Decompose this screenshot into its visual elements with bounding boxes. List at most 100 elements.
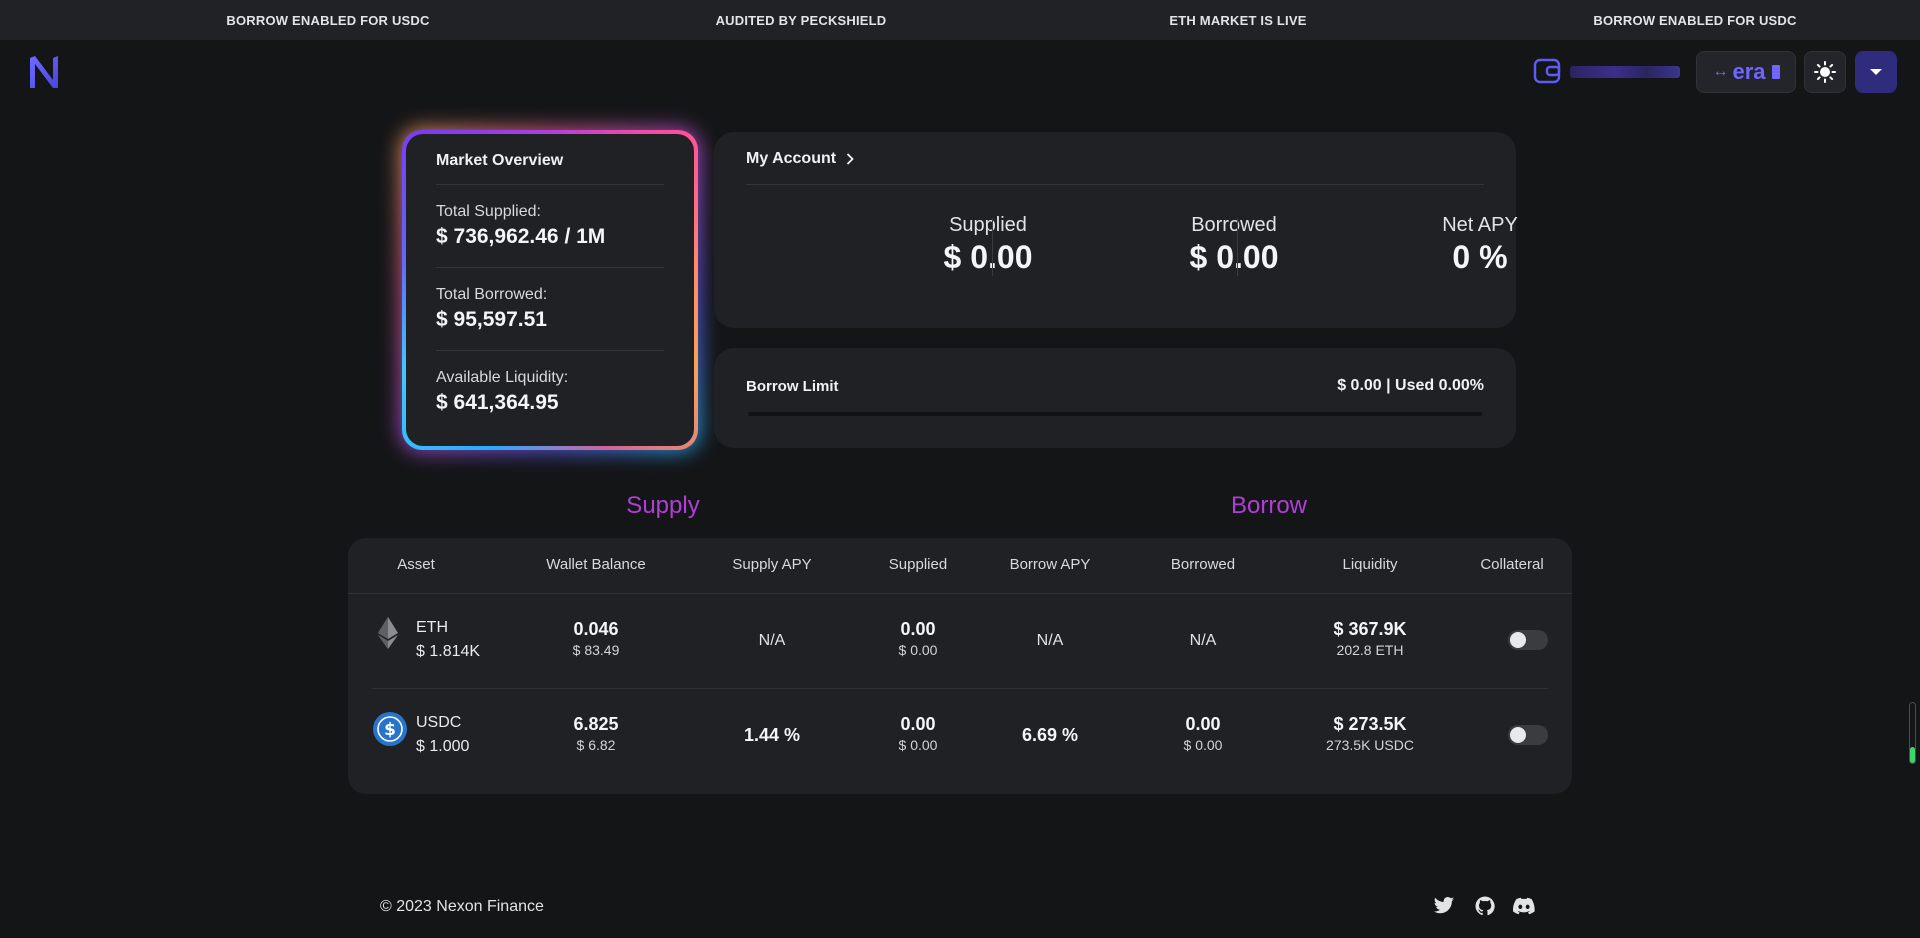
account-borrowed: Borrowed $ 0.00 bbox=[1114, 214, 1354, 276]
column-header-borrow-apy: Borrow APY bbox=[1009, 556, 1091, 573]
account-menu-button[interactable] bbox=[1855, 51, 1897, 93]
liquidity-cell: $ 367.9K 202.8 ETH bbox=[1333, 619, 1406, 658]
markets-table: Asset Wallet Balance Supply APY Supplied… bbox=[348, 538, 1572, 794]
theme-toggle-button[interactable] bbox=[1804, 51, 1846, 93]
supply-section-title[interactable]: Supply bbox=[626, 492, 700, 519]
borrow-limit-label: Borrow Limit bbox=[746, 378, 839, 395]
borrow-limit-value: $ 0.00 | Used 0.00% bbox=[1337, 377, 1484, 394]
announcement-ticker: BORROW ENABLED FOR USDC AUDITED BY PECKS… bbox=[0, 0, 1920, 40]
divider bbox=[436, 350, 664, 351]
borrowed-cell: 0.00 $ 0.00 bbox=[1184, 714, 1223, 753]
toggle-knob bbox=[1510, 727, 1526, 743]
column-header-borrowed: Borrowed bbox=[1170, 556, 1236, 573]
discord-icon[interactable] bbox=[1513, 896, 1535, 916]
scroll-indicator-thumb bbox=[1910, 747, 1915, 763]
liquidity-usd: $ 367.9K bbox=[1333, 619, 1407, 639]
supply-apy: N/A bbox=[758, 632, 786, 649]
liquidity-amount: 202.8 ETH bbox=[1336, 642, 1404, 658]
my-account-card: My Account Supplied $ 0.00 Borrowed $ 0.… bbox=[714, 132, 1518, 328]
column-header-collateral: Collateral bbox=[1480, 556, 1544, 573]
column-header-supply-apy: Supply APY bbox=[732, 556, 812, 573]
liquidity-cell: $ 273.5K 273.5K USDC bbox=[1326, 714, 1414, 753]
svg-text:$: $ bbox=[384, 720, 396, 740]
account-supplied-value: $ 0.00 bbox=[943, 239, 1033, 275]
account-supplied: Supplied $ 0.00 bbox=[868, 214, 1108, 276]
divider bbox=[436, 184, 664, 185]
ticker-item: BORROW ENABLED FOR USDC bbox=[1593, 13, 1797, 28]
divider bbox=[746, 184, 1484, 185]
total-supplied: Total Supplied: $ 736,962.46 / 1M bbox=[436, 185, 664, 249]
supplied-amount: 0.00 bbox=[900, 714, 936, 734]
supplied-cell: 0.00 $ 0.00 bbox=[899, 619, 938, 658]
toggle-knob bbox=[1510, 632, 1526, 648]
my-account-title: My Account bbox=[746, 150, 837, 167]
supplied-amount: 0.00 bbox=[900, 619, 936, 639]
wallet-balance-cell: 6.825 $ 6.82 bbox=[573, 714, 618, 753]
twitter-icon[interactable] bbox=[1433, 896, 1455, 916]
chevron-right-icon bbox=[846, 153, 854, 165]
caret-down-icon bbox=[1870, 69, 1882, 75]
wallet-balance-usd: $ 83.49 bbox=[572, 642, 620, 658]
eth-icon bbox=[378, 617, 398, 649]
borrowed-amount: N/A bbox=[1189, 632, 1217, 649]
wallet-balance-cell: 0.046 $ 83.49 bbox=[573, 619, 620, 658]
supplied-usd: $ 0.00 bbox=[898, 737, 938, 753]
asset-price: $ 1.814K bbox=[416, 643, 481, 660]
github-icon[interactable] bbox=[1474, 896, 1496, 916]
wallet-address-placeholder[interactable] bbox=[1570, 66, 1680, 78]
ticker-item: AUDITED BY PECKSHIELD bbox=[715, 13, 887, 28]
asset-name: USDC bbox=[416, 714, 462, 731]
borrow-apy: N/A bbox=[1036, 632, 1064, 649]
total-supplied-label: Total Supplied: bbox=[436, 203, 541, 220]
footer-copyright: © 2023 Nexon Finance bbox=[380, 898, 544, 915]
ticker-item: BORROW ENABLED FOR USDC bbox=[226, 13, 430, 28]
total-borrowed-label: Total Borrowed: bbox=[436, 286, 548, 303]
wallet-balance: 0.046 bbox=[573, 619, 619, 639]
borrow-section-title[interactable]: Borrow bbox=[1230, 492, 1308, 519]
sun-icon bbox=[1814, 61, 1836, 83]
available-liquidity-value: $ 641,364.95 bbox=[436, 391, 559, 414]
account-net-apy-label: Net APY bbox=[1442, 214, 1518, 236]
total-borrowed: Total Borrowed: $ 95,597.51 bbox=[436, 268, 664, 332]
supplied-usd: $ 0.00 bbox=[898, 642, 938, 658]
divider bbox=[1237, 218, 1238, 276]
supply-apy: 1.44 % bbox=[743, 725, 801, 745]
ticker-item: ETH MARKET IS LIVE bbox=[1169, 13, 1307, 28]
scroll-indicator[interactable] bbox=[1909, 702, 1916, 764]
collateral-toggle-eth[interactable] bbox=[1508, 630, 1548, 650]
market-overview-card: Market Overview Total Supplied: $ 736,96… bbox=[406, 134, 694, 446]
asset-name: ETH bbox=[416, 619, 448, 636]
column-header-supplied: Supplied bbox=[888, 556, 948, 573]
column-header-asset: Asset bbox=[397, 556, 435, 573]
liquidity-usd: $ 273.5K bbox=[1333, 714, 1407, 734]
arrows-icon: ↔ bbox=[1712, 63, 1728, 80]
market-overview-title: Market Overview bbox=[436, 152, 564, 169]
supplied-cell: 0.00 $ 0.00 bbox=[899, 714, 938, 753]
account-net-apy-value: 0 % bbox=[1452, 239, 1508, 275]
account-borrowed-value: $ 0.00 bbox=[1189, 239, 1279, 275]
network-label: era bbox=[1732, 59, 1766, 84]
borrowed-usd: $ 0.00 bbox=[1183, 737, 1223, 753]
nexon-logo-icon[interactable] bbox=[28, 54, 60, 90]
usdc-icon: $ bbox=[373, 712, 407, 746]
liquidity-amount: 273.5K USDC bbox=[1326, 737, 1414, 753]
borrow-limit-card: Borrow Limit $ 0.00 | Used 0.00% bbox=[714, 348, 1516, 448]
available-liquidity-label: Available Liquidity: bbox=[436, 369, 569, 386]
divider bbox=[436, 267, 664, 268]
account-net-apy: Net APY 0 % bbox=[1360, 214, 1600, 276]
network-badge-icon bbox=[1771, 65, 1780, 79]
total-supplied-value: $ 736,962.46 / 1M bbox=[436, 225, 606, 248]
divider bbox=[992, 218, 993, 276]
account-borrowed-label: Borrowed bbox=[1191, 214, 1277, 236]
network-selector-button[interactable]: ↔ era bbox=[1696, 51, 1796, 93]
my-account-link[interactable]: My Account bbox=[746, 150, 854, 168]
divider bbox=[348, 593, 1572, 594]
column-header-liquidity: Liquidity bbox=[1342, 556, 1398, 573]
collateral-toggle-usdc[interactable] bbox=[1508, 725, 1548, 745]
borrow-limit-progress bbox=[748, 412, 1482, 416]
available-liquidity: Available Liquidity: $ 641,364.95 bbox=[436, 351, 664, 415]
wallet-icon[interactable] bbox=[1533, 58, 1561, 84]
account-supplied-label: Supplied bbox=[949, 214, 1027, 236]
wallet-balance-usd: $ 6.82 bbox=[576, 737, 616, 753]
borrowed-amount: 0.00 bbox=[1185, 714, 1221, 734]
